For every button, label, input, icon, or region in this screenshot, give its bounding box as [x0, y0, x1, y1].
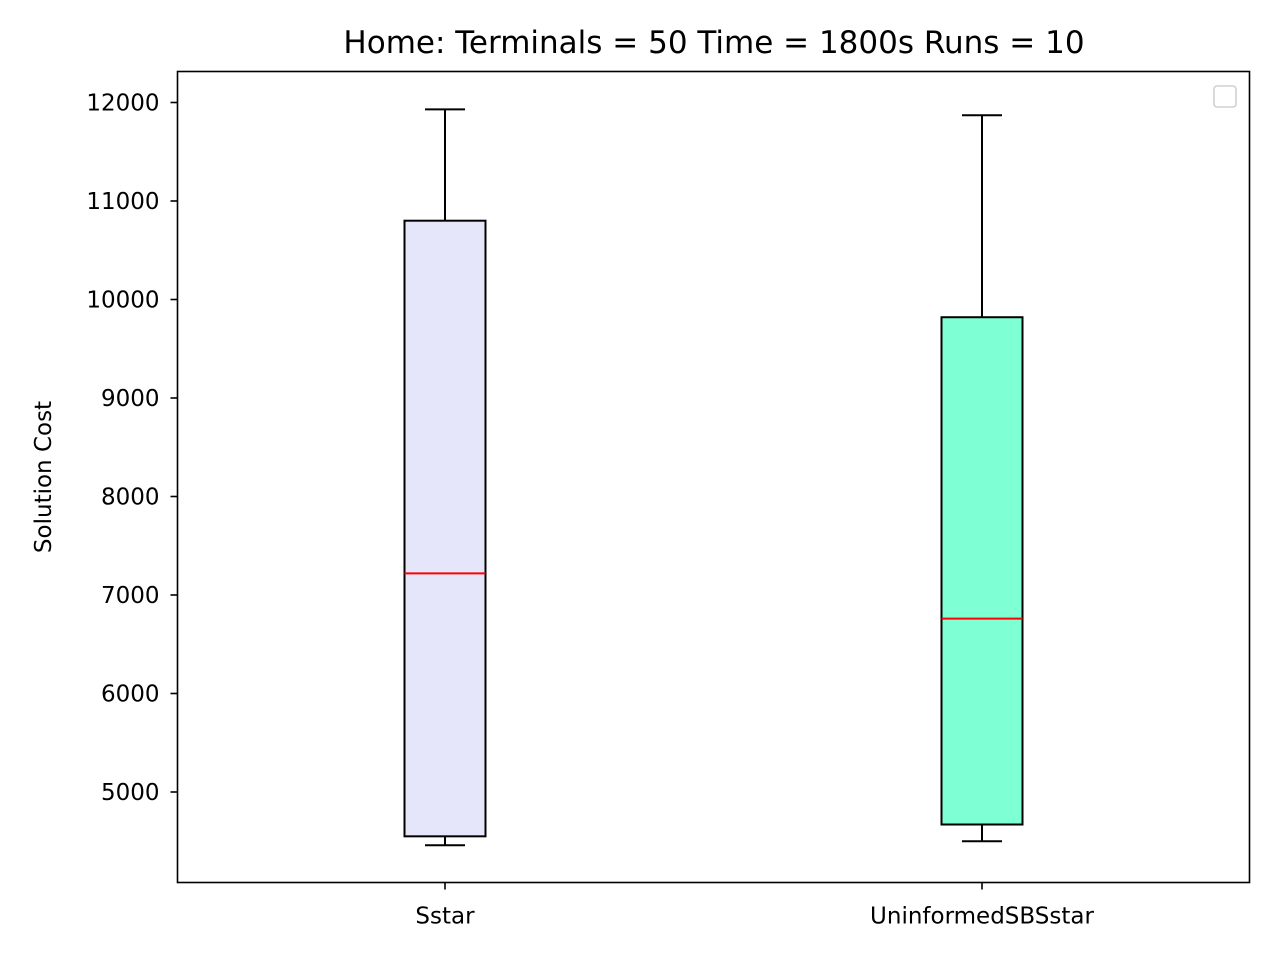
- y-tick-label: 8000: [101, 485, 160, 511]
- plot-frame: [176, 70, 1251, 884]
- y-tick-label: 10000: [86, 288, 159, 314]
- y-axis-label: Solution Cost: [31, 401, 57, 553]
- box: [403, 219, 487, 838]
- plot-area: 5000 6000 7000 8000 9000 10000 11000 12000 Sstar…: [86, 91, 1094, 930]
- y-tick-label: 7000: [101, 583, 160, 609]
- x-tick-label: Sstar: [415, 904, 475, 930]
- legend: [1213, 85, 1237, 108]
- y-tick-label: 5000: [101, 780, 160, 806]
- box: [940, 316, 1024, 826]
- y-tick-label: 11000: [86, 189, 159, 215]
- y-tick-label: 9000: [101, 386, 160, 412]
- y-tick-label: 6000: [101, 682, 160, 708]
- chart-title: Home: Terminals = 50 Time = 1800s Runs =…: [343, 25, 1084, 61]
- y-tick-label: 12000: [86, 91, 159, 117]
- x-tick-label: UninformedSBSstar: [870, 904, 1094, 930]
